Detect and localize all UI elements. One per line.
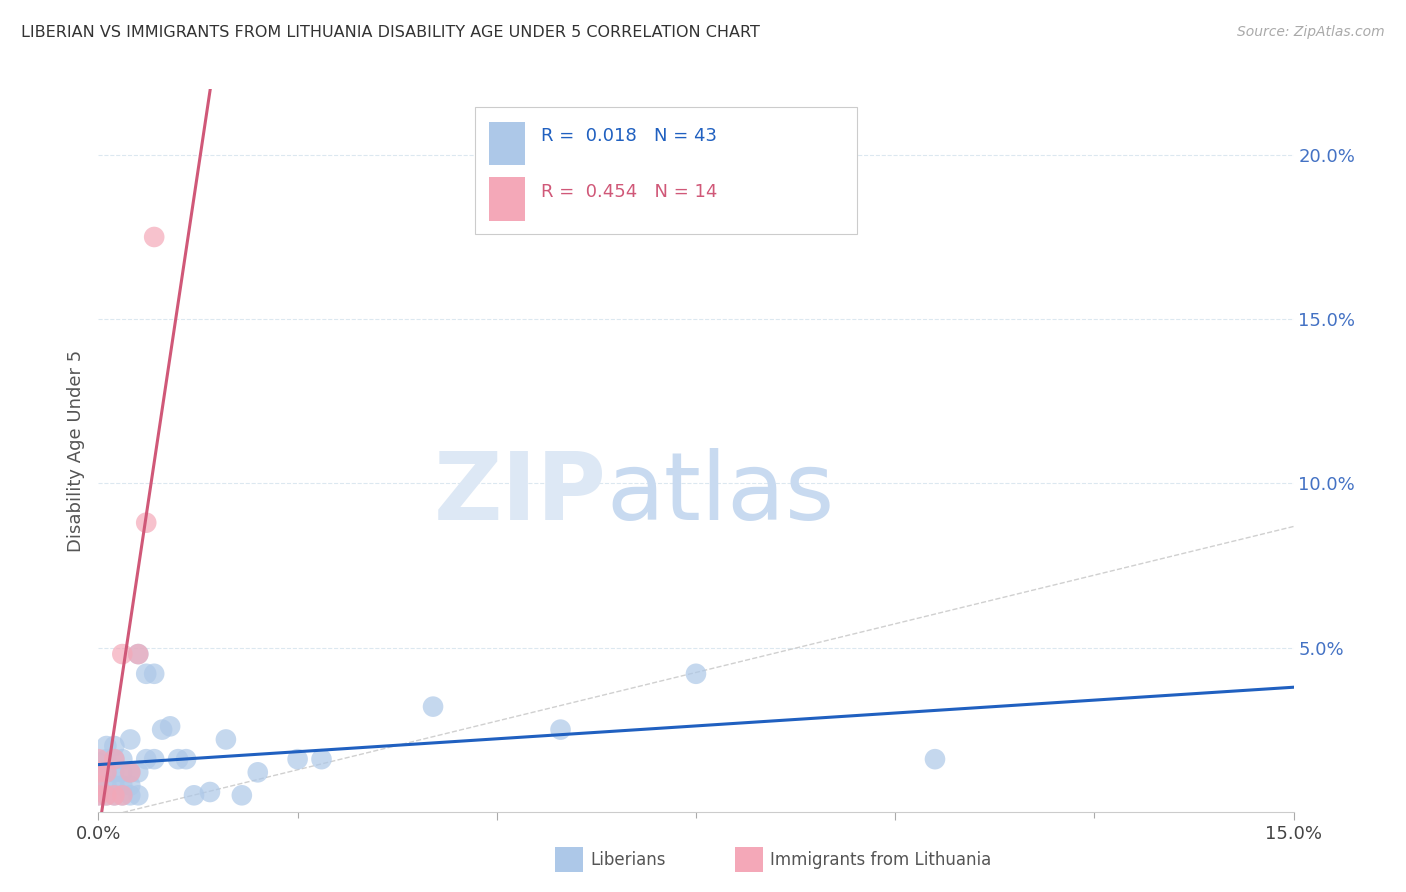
Point xyxy=(143,666,166,681)
Text: Immigrants from Lithuania: Immigrants from Lithuania xyxy=(770,851,991,869)
Point xyxy=(120,732,142,747)
Point xyxy=(96,765,118,780)
Point xyxy=(87,779,110,793)
Point xyxy=(103,789,125,803)
Point xyxy=(924,752,946,766)
Point xyxy=(87,772,110,786)
Point xyxy=(103,765,125,780)
Point xyxy=(685,666,707,681)
Text: R =  0.018   N = 43: R = 0.018 N = 43 xyxy=(541,128,717,145)
Point xyxy=(87,789,110,803)
Point xyxy=(127,647,149,661)
Text: LIBERIAN VS IMMIGRANTS FROM LITHUANIA DISABILITY AGE UNDER 5 CORRELATION CHART: LIBERIAN VS IMMIGRANTS FROM LITHUANIA DI… xyxy=(21,25,761,40)
Point xyxy=(246,765,269,780)
Point xyxy=(183,789,205,803)
Point xyxy=(96,752,118,766)
Point xyxy=(111,752,134,766)
Text: Source: ZipAtlas.com: Source: ZipAtlas.com xyxy=(1237,25,1385,39)
Point xyxy=(96,789,118,803)
Point xyxy=(103,739,125,753)
Point xyxy=(103,789,125,803)
Point xyxy=(174,752,197,766)
Point xyxy=(87,752,110,766)
Point xyxy=(143,230,166,244)
Point xyxy=(231,789,253,803)
Point xyxy=(150,723,173,737)
Point xyxy=(120,779,142,793)
Point xyxy=(103,752,125,766)
Point xyxy=(127,789,149,803)
Point xyxy=(111,647,134,661)
Point xyxy=(120,765,142,780)
Point xyxy=(120,789,142,803)
Point xyxy=(103,752,125,766)
Point xyxy=(311,752,333,766)
Point xyxy=(135,516,157,530)
Bar xyxy=(489,178,524,220)
Point xyxy=(159,719,181,733)
Point xyxy=(127,647,149,661)
Point xyxy=(87,765,110,780)
Point xyxy=(127,765,149,780)
Point xyxy=(87,789,110,803)
Point xyxy=(96,765,118,780)
Point xyxy=(287,752,309,766)
Text: atlas: atlas xyxy=(606,448,835,540)
Point xyxy=(111,789,134,803)
Bar xyxy=(489,121,524,165)
Point xyxy=(120,765,142,780)
Text: R =  0.454   N = 14: R = 0.454 N = 14 xyxy=(541,183,717,201)
Point xyxy=(215,732,238,747)
Text: Liberians: Liberians xyxy=(591,851,666,869)
Point xyxy=(111,765,134,780)
Point xyxy=(96,739,118,753)
Point xyxy=(135,666,157,681)
Text: ZIP: ZIP xyxy=(433,448,606,540)
Point xyxy=(167,752,190,766)
Point xyxy=(111,779,134,793)
Point xyxy=(198,785,221,799)
Point xyxy=(422,699,444,714)
Point xyxy=(87,756,110,770)
Y-axis label: Disability Age Under 5: Disability Age Under 5 xyxy=(66,350,84,551)
Point xyxy=(96,789,118,803)
Point xyxy=(96,779,118,793)
FancyBboxPatch shape xyxy=(475,107,858,234)
Point xyxy=(550,723,572,737)
Point xyxy=(111,789,134,803)
Point xyxy=(135,752,157,766)
Point xyxy=(143,752,166,766)
Point xyxy=(103,779,125,793)
